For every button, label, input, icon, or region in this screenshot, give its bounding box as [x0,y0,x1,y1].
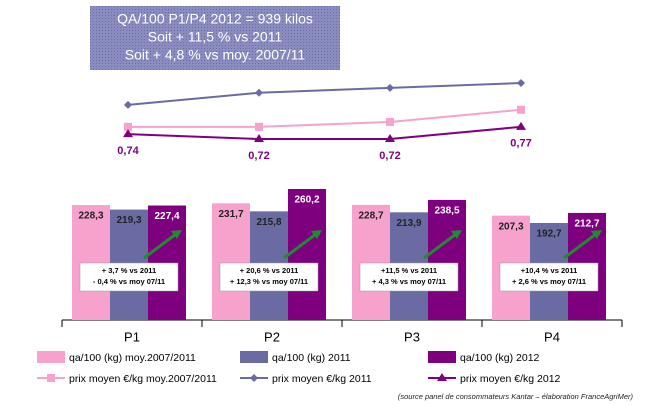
line-marker [517,79,525,87]
bar [428,199,466,320]
note-box [499,262,599,292]
note-line: + 12,3 % vs moy 07/11 [230,277,308,286]
line-marker [517,105,525,114]
value-label: 207,3 [498,221,523,232]
line-marker [255,122,263,131]
line-marker [516,121,526,130]
summary-box [90,6,340,70]
bar [212,203,250,320]
legend-label: prix moyen €/kg 2011 [272,373,372,385]
price-line [127,82,522,106]
trend-arrow-head [171,230,182,239]
line-marker [254,134,264,142]
value-label: 238,5 [434,206,459,217]
price-label: 0,74 [117,145,139,157]
line-marker [124,100,132,109]
value-label: 231,7 [218,209,243,220]
value-label: 192,7 [536,229,561,240]
value-label: 219,3 [116,215,141,226]
line-marker [47,374,55,382]
legend-label: prix moyen €/kg 2012 [460,373,561,385]
x-tick-label: P3 [404,329,420,344]
legend-swatch [428,351,456,363]
price-label: 0,72 [379,150,400,162]
bar [352,204,390,320]
source: (source panel de consommateurs Kantar – … [398,392,634,401]
line-marker [385,134,395,142]
line-marker [437,373,447,381]
legend-label: prix moyen €/kg moy.2007/2011 [69,373,217,385]
line-marker [255,88,263,97]
value-label: 228,3 [78,211,103,222]
line-marker [250,374,258,382]
note-box [219,262,319,292]
bar [288,189,326,320]
line-marker [123,129,133,138]
note-line: + 3,7 % vs 2011 [102,266,156,275]
trend-arrow [283,232,317,260]
legend-label: qa/100 (kg) 2012 [460,352,540,364]
price-line [128,108,522,128]
trend-arrow-head [591,230,602,239]
trend-arrow [563,232,597,260]
value-label: 260,2 [294,195,319,206]
x-tick-label: P4 [544,329,560,344]
note-line: + 2,6 % vs moy 07/11 [512,277,586,286]
x-tick-label: P1 [124,329,140,344]
note-line: + 4,3 % vs moy 07/11 [372,277,446,286]
value-label: 212,7 [574,219,599,230]
x-tick-label: P2 [264,329,280,344]
note-line: - 0,4 % vs moy 07/11 [93,277,165,286]
value-label: 227,4 [154,211,179,222]
note-line: +10,4 % vs 2011 [521,266,578,275]
price-label: 0,77 [510,138,531,150]
trend-arrow [423,232,457,260]
summary-line: QA/100 P1/P4 2012 = 939 kilos [117,11,313,27]
trend-arrow-head [311,230,322,239]
summary-line: Soit + 11,5 % vs 2011 [148,29,283,45]
legend-swatch [240,351,268,363]
note-line: +11,5 % vs 2011 [381,266,437,275]
summary-line: Soit + 4,8 % vs moy. 2007/11 [125,47,306,63]
note-box [359,262,459,292]
line-marker [386,83,394,92]
line-marker [386,117,394,126]
legend-label: qa/100 (kg) moy.2007/2011 [69,352,196,364]
legend-label: qa/100 (kg) 2011 [272,352,351,364]
line-marker [124,122,132,131]
trend-arrow [143,232,177,260]
legend-swatch [37,351,65,363]
bar [72,205,110,320]
note-box [79,262,179,292]
price-label: 0,72 [248,150,269,162]
value-label: 215,8 [256,217,281,228]
value-label: 228,7 [358,210,383,221]
value-label: 213,9 [396,218,421,229]
note-line: + 20,6 % vs 2011 [240,266,299,275]
trend-arrow-head [451,230,462,239]
price-line [127,125,522,140]
